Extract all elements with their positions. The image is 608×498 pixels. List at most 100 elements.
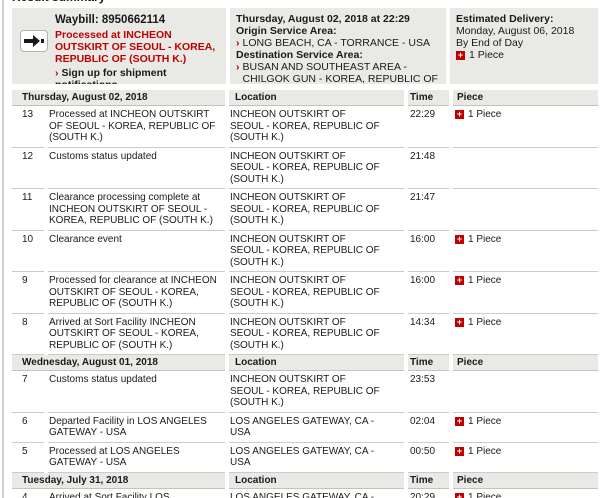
- chevron-icon: ›: [236, 61, 240, 73]
- column-header-piece: Piece: [453, 472, 598, 489]
- checkpoint-location: LOS ANGELES GATEWAY, CA - USA: [229, 413, 404, 443]
- checkpoint-number: 13: [12, 106, 44, 148]
- table-row: 12 Customs status updated INCHEON OUTSKIRT…: [12, 148, 598, 189]
- checkpoint-piece: [453, 371, 598, 413]
- piece-label: 1 Piece: [468, 275, 502, 286]
- checkpoint-time: 20:29: [408, 489, 449, 498]
- piece-expand-icon[interactable]: +: [455, 415, 464, 426]
- piece-expand-icon: +: [456, 49, 465, 60]
- page-title-clipped: Result summary: [12, 0, 608, 6]
- checkpoint-piece[interactable]: +1 Piece: [453, 106, 598, 148]
- piece-label: 1 Piece: [468, 445, 502, 457]
- waybill-line: Waybill: 8950662114: [55, 14, 220, 26]
- page-left-border: [2, 0, 4, 498]
- table-row: 4 Arrived at Sort Facility LOS ANGELES GA…: [12, 489, 598, 498]
- table-row: 13 Processed at INCHEON OUTSKIRT OF SEOUL…: [12, 106, 598, 148]
- piece-label: 1 Piece: [468, 109, 502, 120]
- estimated-delivery-label: Estimated Delivery:: [456, 13, 554, 25]
- checkpoint-piece[interactable]: +1 Piece: [453, 443, 598, 473]
- page-title: Result summary: [12, 0, 608, 4]
- piece-expand-icon[interactable]: +: [455, 492, 464, 498]
- piece-expand-icon[interactable]: +: [455, 233, 464, 244]
- piece-expand-icon[interactable]: +: [455, 445, 464, 456]
- in-transit-icon: [20, 30, 48, 52]
- checkpoint-description: Customs status updated: [48, 371, 225, 413]
- checkpoint-piece[interactable]: +1 Piece: [453, 413, 598, 443]
- piece-label: 1 Piece: [468, 491, 502, 498]
- checkpoint-location: LOS ANGELES GATEWAY, CA - USA: [229, 489, 404, 498]
- summary-piece-line[interactable]: +1 Piece: [456, 49, 592, 61]
- signup-label: Sign up for shipment notifications: [55, 67, 167, 84]
- checkpoint-piece[interactable]: +1 Piece: [453, 314, 598, 355]
- checkpoint-location: INCHEON OUTSKIRT OF SEOUL - KOREA, REPUB…: [229, 371, 404, 413]
- checkpoint-time: 22:29: [408, 106, 449, 148]
- column-header-piece: Piece: [453, 90, 598, 106]
- checkpoint-piece[interactable]: +1 Piece: [453, 231, 598, 272]
- column-header-time: Time: [408, 90, 449, 106]
- checkpoint-description: Clearance processing complete at INCHEON…: [48, 189, 225, 231]
- origin-label: Origin Service Area:: [236, 25, 337, 37]
- checkpoint-number: 11: [12, 189, 44, 231]
- table-row: 6 Departed Facility in LOS ANGELES GATEWA…: [12, 413, 598, 443]
- checkpoint-number: 9: [12, 272, 44, 314]
- chevron-icon: ›: [236, 37, 240, 49]
- checkpoint-description: Processed for clearance at INCHEON OUTSK…: [48, 272, 225, 314]
- last-event-datetime: Thursday, August 02, 2018 at 22:29: [236, 13, 410, 25]
- destination-label: Destination Service Area:: [236, 49, 363, 61]
- column-header-location: Location: [229, 90, 404, 106]
- date-header: Thursday, August 02, 2018: [12, 90, 225, 106]
- checkpoint-time: 14:34: [408, 314, 449, 355]
- checkpoint-location: INCHEON OUTSKIRT OF SEOUL - KOREA, REPUB…: [229, 314, 404, 355]
- checkpoint-time: 16:00: [408, 272, 449, 314]
- column-header-location: Location: [229, 472, 404, 489]
- origin-value: LONG BEACH, CA - TORRANCE - USA: [242, 37, 430, 49]
- summary-delivery-box: Estimated Delivery: Monday, August 06, 2…: [450, 8, 598, 84]
- date-header-row: Wednesday, August 01, 2018 Location Time Pi…: [12, 355, 598, 371]
- estimated-delivery-time: By End of Day: [456, 37, 524, 49]
- checkpoint-number: 5: [12, 443, 44, 473]
- piece-expand-icon[interactable]: +: [455, 109, 464, 120]
- checkpoint-location: INCHEON OUTSKIRT OF SEOUL - KOREA, REPUB…: [229, 189, 404, 231]
- waybill-label: Waybill:: [55, 14, 99, 26]
- column-header-time: Time: [408, 472, 449, 489]
- checkpoint-location: INCHEON OUTSKIRT OF SEOUL - KOREA, REPUB…: [229, 148, 404, 189]
- column-header-location: Location: [229, 355, 404, 371]
- table-row: 9 Processed for clearance at INCHEON OUTS…: [12, 272, 598, 314]
- column-header-time: Time: [408, 355, 449, 371]
- column-header-piece: Piece: [453, 355, 598, 371]
- checkpoint-time: 02:04: [408, 413, 449, 443]
- arrow-right-icon: [24, 35, 44, 47]
- checkpoint-time: 00:50: [408, 443, 449, 473]
- checkpoint-description: Arrived at Sort Facility INCHEON OUTSKIR…: [48, 314, 225, 355]
- summary-route-box: Thursday, August 02, 2018 at 22:29 Origi…: [230, 8, 446, 84]
- signup-link[interactable]: ›Sign up for shipment notifications: [55, 67, 220, 84]
- status-text: Processed at INCHEON OUTSKIRT OF SEOUL -…: [55, 29, 216, 65]
- checkpoint-location: INCHEON OUTSKIRT OF SEOUL - KOREA, REPUB…: [229, 272, 404, 314]
- table-row: 10 Clearance event INCHEON OUTSKIRT OF SEO…: [12, 231, 598, 272]
- checkpoint-description: Processed at LOS ANGELES GATEWAY - USA: [48, 443, 225, 473]
- checkpoint-piece: [453, 148, 598, 189]
- origin-value-line: › LONG BEACH, CA - TORRANCE - USA: [236, 37, 440, 49]
- table-row: 7 Customs status updated INCHEON OUTSKIRT …: [12, 371, 598, 413]
- checkpoint-location: INCHEON OUTSKIRT OF SEOUL - KOREA, REPUB…: [229, 106, 404, 148]
- checkpoint-number: 10: [12, 231, 44, 272]
- checkpoint-location: LOS ANGELES GATEWAY, CA - USA: [229, 443, 404, 473]
- checkpoint-time: 21:48: [408, 148, 449, 189]
- checkpoint-location: INCHEON OUTSKIRT OF SEOUL - KOREA, REPUB…: [229, 231, 404, 272]
- checkpoint-time: 16:00: [408, 231, 449, 272]
- destination-value: BUSAN AND SOUTHEAST AREA - CHILGOK GUN -…: [242, 61, 438, 84]
- date-header-row: Thursday, August 02, 2018 Location Time Pie…: [12, 90, 598, 106]
- checkpoint-number: 6: [12, 413, 44, 443]
- checkpoint-description: Departed Facility in LOS ANGELES GATEWAY…: [48, 413, 225, 443]
- checkpoint-description: Clearance event: [48, 231, 225, 272]
- checkpoint-piece[interactable]: +1 Piece: [453, 489, 598, 498]
- checkpoint-piece[interactable]: +1 Piece: [453, 272, 598, 314]
- piece-expand-icon[interactable]: +: [455, 316, 464, 327]
- checkpoint-time: 21:47: [408, 189, 449, 231]
- chevron-icon: ›: [55, 67, 59, 79]
- summary-waybill-box: Waybill: 8950662114 Processed at INCHEON…: [12, 8, 226, 84]
- waybill-number: 8950662114: [101, 14, 166, 26]
- checkpoint-number: 8: [12, 314, 44, 355]
- piece-count: 1 Piece: [469, 49, 505, 61]
- piece-expand-icon[interactable]: +: [455, 275, 464, 286]
